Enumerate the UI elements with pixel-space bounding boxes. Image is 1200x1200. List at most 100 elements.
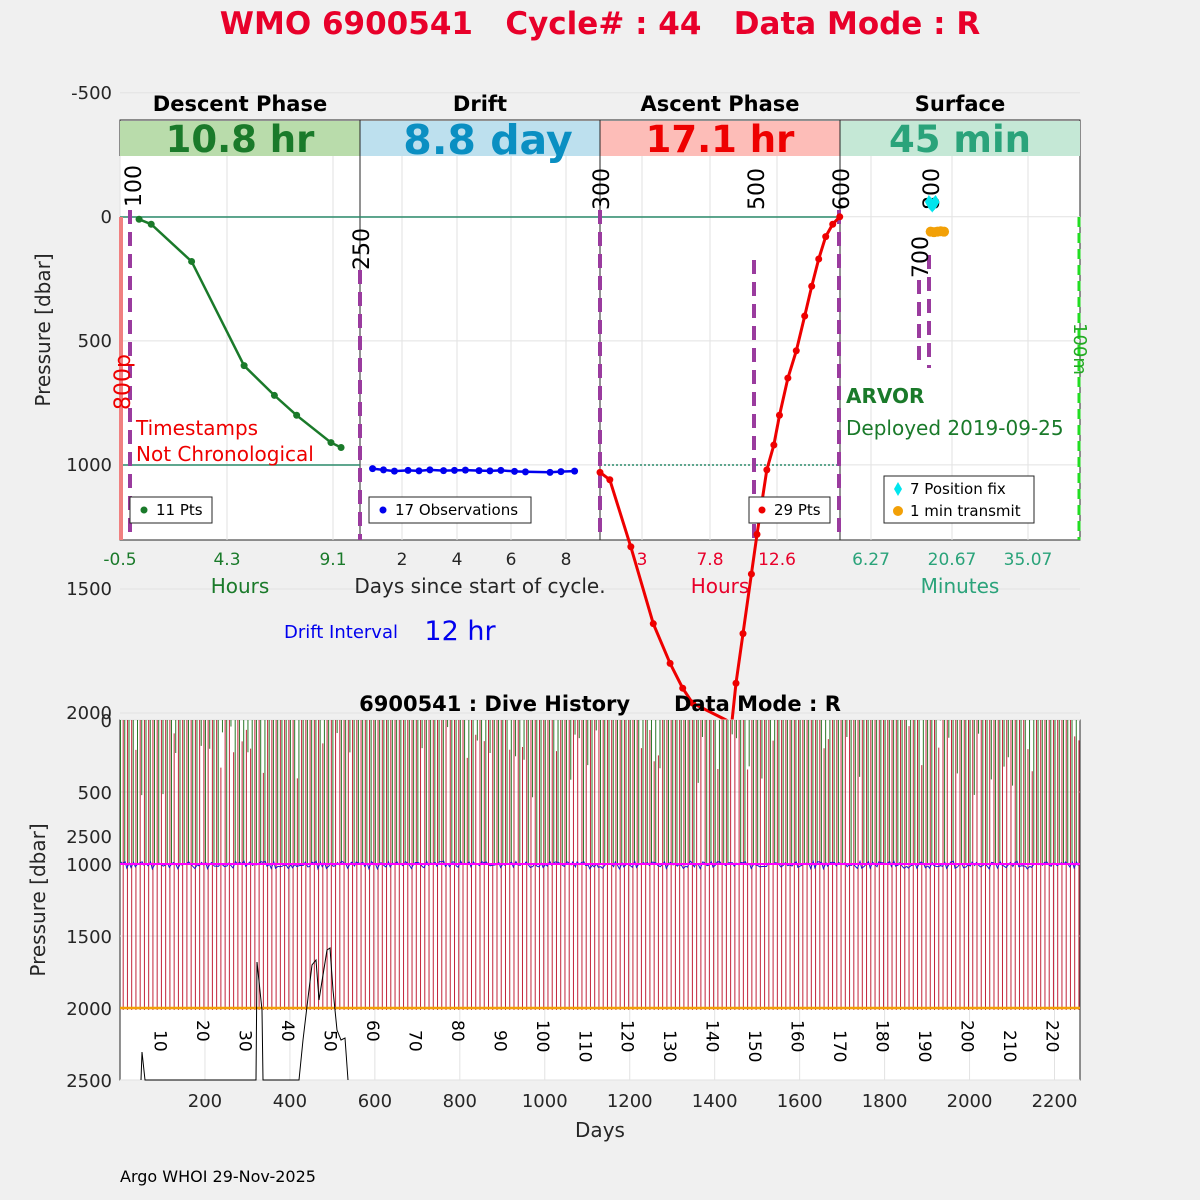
drift-xtick: 6 (506, 550, 517, 570)
descent-line (138, 218, 342, 449)
warning-line-1: Timestamps (135, 416, 258, 440)
descent-point (240, 362, 248, 370)
drift-point (426, 466, 434, 474)
red-edge-label: 800p (111, 354, 136, 410)
drift-series (369, 465, 579, 476)
drift-point (390, 467, 398, 475)
y-tick-label: 1500 (66, 927, 112, 948)
ascent-point (596, 468, 604, 476)
x-tick-label: 1200 (607, 1091, 653, 1112)
y-tick-label: 1500 (66, 579, 112, 600)
x-tick-label: 1400 (692, 1091, 738, 1112)
cycle-label: 200 (957, 1020, 977, 1052)
cycle-label: 70 (404, 1030, 424, 1052)
ascent-point (836, 213, 844, 221)
drift-point (379, 466, 387, 474)
ascent-point (606, 476, 614, 484)
position-fix-legend-marker (894, 482, 902, 496)
position-fix-legend-label: 7 Position fix (910, 480, 1006, 498)
green-edge-label: 100m (1069, 323, 1090, 375)
descent-legend-marker (140, 506, 148, 514)
surface-series (924, 194, 950, 238)
drift-xtick: 8 (561, 550, 572, 570)
drift-point (546, 468, 554, 476)
surface-phase-title: Surface (915, 92, 1005, 116)
ascent-point (770, 441, 778, 449)
x-tick-label: 600 (358, 1091, 392, 1112)
descent-xtick: 9.1 (319, 550, 346, 570)
surface-xtick: 20.67 (928, 550, 977, 570)
surface-header-band (840, 121, 1080, 156)
ascent-point (792, 347, 800, 355)
deployed-date: Deployed 2019-09-25 (846, 416, 1064, 440)
dive-history-title: 6900541 : Dive History Data Mode : R (359, 692, 841, 716)
drift-legend: 17 Observations (368, 496, 532, 524)
drift-point (497, 466, 505, 474)
y-tick-label: 0 (101, 711, 112, 732)
descent-point (327, 439, 335, 447)
ascent-point (666, 659, 674, 667)
drift-point (571, 467, 579, 475)
surface-legend: 7 Position fix 1 min transmit (883, 475, 1035, 524)
drift-legend-marker (379, 506, 387, 514)
cycle-label: 160 (787, 1020, 807, 1052)
drift-interval-label: Drift Interval (284, 622, 398, 643)
black-depth-trace (140, 947, 349, 1081)
descent-point (293, 411, 301, 419)
y-tick-label: 2000 (66, 999, 112, 1020)
x-tick-label: 400 (273, 1091, 307, 1112)
ascent-point (649, 620, 657, 628)
cycle-label: 20 (192, 1020, 212, 1042)
drift-xtick: 2 (397, 550, 408, 570)
surface-xtick: 35.07 (1004, 550, 1053, 570)
drift-point (369, 465, 377, 473)
descent-xlabel: Hours (211, 574, 270, 598)
drift-point (461, 466, 469, 474)
marker-label-700: 700 (909, 236, 934, 278)
ascent-point (808, 282, 816, 290)
ascent-legend-label: 29 Pts (774, 501, 821, 519)
cycle-label: 120 (617, 1020, 637, 1052)
ascent-point (763, 466, 771, 474)
drift-point (486, 467, 494, 475)
ascent-point (822, 233, 830, 241)
drift-point (450, 466, 458, 474)
descent-header-band (120, 121, 360, 156)
cycle-labels: 10 20 30 40 50 60 70 80 90 100 110 120 130 140 150 160 1… (149, 1020, 1061, 1062)
ascent-point (732, 679, 740, 687)
descent-duration: 10.8 hr (166, 118, 316, 161)
x-tick-label: 800 (443, 1091, 477, 1112)
drift-point (440, 467, 448, 475)
top-y-ticks: -500 0 500 1000 1500 2000 2500 (66, 83, 112, 848)
marker-label-500: 500 (745, 168, 770, 210)
ascent-point (829, 220, 837, 228)
drift-phase-title: Drift (453, 92, 507, 116)
y-tick-label: 2500 (66, 1071, 112, 1092)
descent-phase-title: Descent Phase (153, 92, 327, 116)
descent-legend-label: 11 Pts (156, 501, 203, 519)
drift-interval-value: 12 hr (424, 616, 496, 647)
cycle-label: 130 (659, 1030, 679, 1062)
top-ylabel: Pressure [dbar] (31, 253, 55, 406)
x-tick-label: 2200 (1032, 1091, 1078, 1112)
ascent-point (679, 684, 687, 692)
cycle-label: 60 (362, 1020, 382, 1042)
ascent-series (596, 213, 844, 727)
ascent-xtick: 12.6 (758, 550, 796, 570)
descent-legend: 11 Pts (129, 496, 213, 524)
bottom-xlabel: Days (575, 1118, 625, 1142)
y-tick-label: 2500 (66, 827, 112, 848)
surface-duration: 45 min (889, 118, 1031, 161)
cycle-label: 170 (829, 1030, 849, 1062)
ascent-point (753, 530, 761, 538)
marker-label-100: 100 (122, 165, 147, 207)
descent-point (270, 391, 278, 399)
x-tick-label: 2000 (947, 1091, 993, 1112)
cycle-label: 100 (532, 1020, 552, 1052)
x-tick-label: 1000 (522, 1091, 568, 1112)
drift-legend-label: 17 Observations (395, 501, 518, 519)
y-tick-label: 2000 (66, 703, 112, 724)
drift-point (557, 468, 565, 476)
ascent-phase-title: Ascent Phase (641, 92, 800, 116)
